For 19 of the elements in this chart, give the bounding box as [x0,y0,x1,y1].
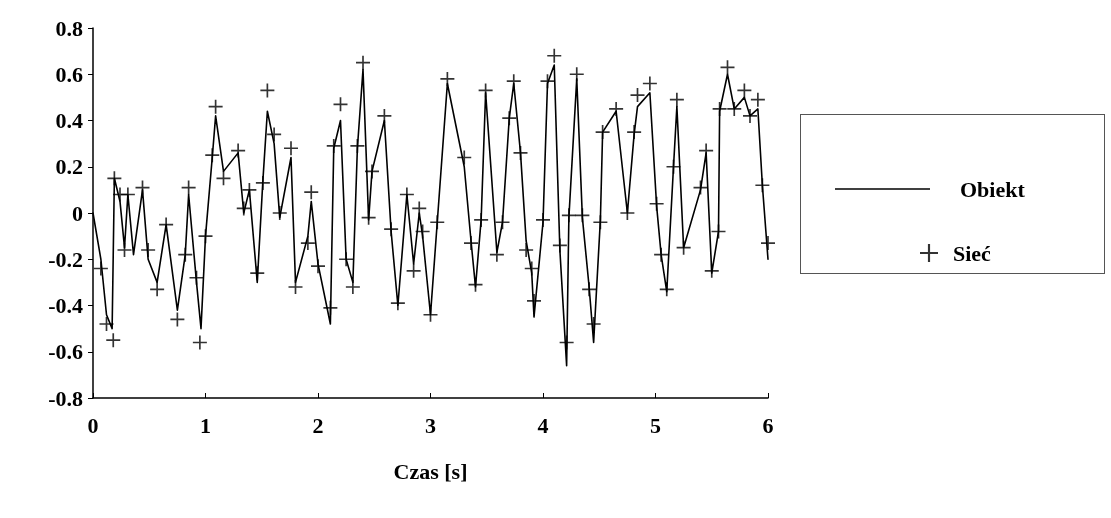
x-tick-label: 1 [200,412,211,438]
x-axis-title: Czas [s] [393,458,468,484]
x-tick-label: 5 [650,412,661,438]
x-tick-label: 6 [762,412,774,438]
y-tick-label: 0.6 [55,61,83,87]
x-tick-label: 2 [312,412,324,438]
x-tick-label: 4 [537,412,549,438]
legend-label: Sieć [953,240,992,266]
y-tick-label: -0.4 [48,293,83,318]
y-tick-label: -0.8 [48,385,83,411]
y-tick-label: 0 [72,200,83,226]
y-tick-label: 0.8 [55,15,83,41]
x-tick-label: 3 [425,412,436,438]
legend-label: Obiekt [960,176,1026,202]
y-tick-label: -0.6 [48,339,83,365]
y-tick-label: 0.2 [55,154,83,180]
y-tick-label: -0.2 [48,246,83,272]
y-tick-label: 0.4 [55,108,83,133]
x-tick-label: 0 [87,412,99,438]
